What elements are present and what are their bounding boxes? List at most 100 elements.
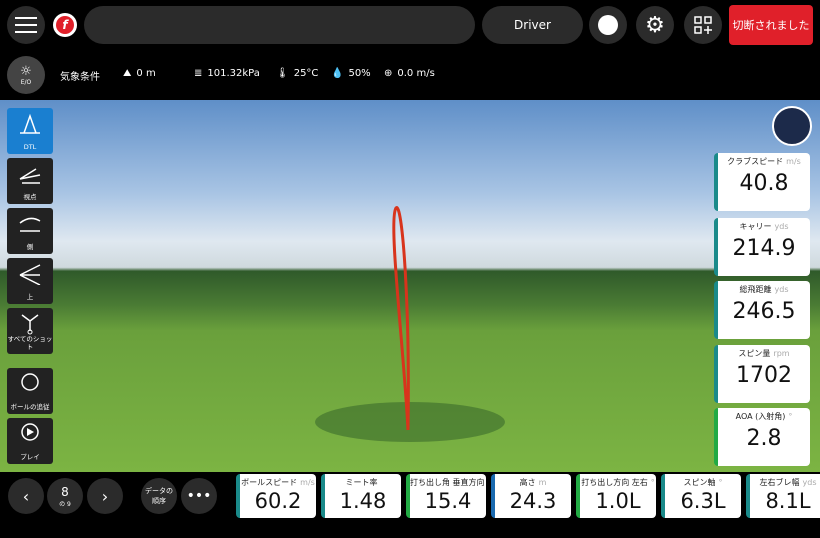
thermometer-icon: 🌡 bbox=[276, 68, 289, 79]
golf-course-view[interactable] bbox=[0, 100, 820, 472]
more-button[interactable]: ••• bbox=[181, 478, 217, 514]
label: プレイ bbox=[20, 453, 40, 461]
metric-value: 15.4 bbox=[424, 489, 472, 513]
metric-card[interactable]: ミート率 1.48 bbox=[321, 474, 401, 518]
app-logo: f bbox=[53, 13, 77, 37]
user-avatar[interactable] bbox=[772, 106, 812, 146]
metric-card[interactable]: AOA (入射角) ° 2.8 bbox=[714, 408, 810, 466]
metric-value: 1.48 bbox=[339, 489, 387, 513]
ball-button[interactable] bbox=[589, 6, 627, 44]
metric-value: 2.8 bbox=[746, 426, 782, 451]
label: すべてのショット bbox=[7, 335, 53, 351]
add-widget-button[interactable] bbox=[684, 6, 722, 44]
metric-label: 打ち出し角 垂直方向° bbox=[410, 478, 485, 487]
view-dtl-button[interactable]: DTL bbox=[7, 108, 53, 154]
wind-value: 0.0 m/s bbox=[397, 68, 435, 79]
metric-card[interactable]: スピン軸 ° 6.3L bbox=[661, 474, 741, 518]
perspective-view-icon bbox=[19, 168, 41, 184]
temperature-value: 25°C bbox=[293, 68, 319, 79]
weather-badge: E/O bbox=[20, 79, 32, 86]
view-perspective-button[interactable]: 視点 bbox=[7, 158, 53, 204]
metric-unit: m bbox=[538, 478, 547, 487]
weather-label: 気象条件 bbox=[60, 72, 100, 83]
metric-value: 214.9 bbox=[732, 236, 796, 261]
metric-unit: yds bbox=[774, 222, 789, 231]
metric-label: 左右ブレ幅 yds bbox=[759, 478, 817, 487]
metric-unit: ° bbox=[650, 478, 655, 487]
metric-value: 8.1L bbox=[765, 489, 811, 513]
metric-value: 40.8 bbox=[739, 171, 789, 196]
metric-value: 60.2 bbox=[254, 489, 302, 513]
label: 上 bbox=[26, 293, 34, 301]
settings-button[interactable]: ⚙ bbox=[636, 6, 674, 44]
altitude-icon: ⛰ bbox=[123, 68, 132, 79]
view-side-button[interactable]: 側 bbox=[7, 208, 53, 254]
metric-card[interactable]: 打ち出し方向 左右 ° 1.0L bbox=[576, 474, 656, 518]
label: 視点 bbox=[23, 193, 37, 201]
grid-plus-icon bbox=[694, 16, 712, 34]
view-top-button[interactable]: 上 bbox=[7, 258, 53, 304]
top-bar: f Driver ⚙ 切断されました bbox=[0, 0, 820, 50]
metric-label: キャリー yds bbox=[739, 222, 789, 231]
altitude-value: 0 m bbox=[136, 68, 156, 79]
menu-button[interactable] bbox=[7, 6, 45, 44]
ball-trajectory bbox=[392, 206, 410, 431]
metric-label: クラブスピード m/s bbox=[727, 157, 801, 166]
dtl-view-icon bbox=[20, 113, 40, 134]
label: 側 bbox=[26, 243, 34, 251]
metric-value: 246.5 bbox=[732, 299, 796, 324]
metric-card[interactable]: 打ち出し角 垂直方向° 15.4 bbox=[406, 474, 486, 518]
disconnect-button[interactable]: 切断されました bbox=[729, 5, 813, 45]
ball-follow-button[interactable]: ボールの追従 bbox=[7, 368, 53, 414]
metric-unit: m/s bbox=[786, 157, 801, 166]
metric-card[interactable]: 左右ブレ幅 yds 8.1L bbox=[746, 474, 820, 518]
humidity-value: 50% bbox=[348, 68, 371, 79]
metric-value: 24.3 bbox=[509, 489, 557, 513]
metric-card[interactable]: ボールスピード m/s 60.2 bbox=[236, 474, 316, 518]
metric-card[interactable]: クラブスピード m/s 40.8 bbox=[714, 153, 810, 211]
metric-unit: ° bbox=[788, 412, 793, 421]
metric-unit: yds bbox=[774, 285, 789, 294]
shot-number: 8 bbox=[61, 484, 69, 499]
prev-shot-button[interactable]: ‹ bbox=[8, 478, 44, 514]
pressure-icon: ≣ bbox=[194, 68, 203, 79]
play-icon bbox=[21, 423, 39, 441]
next-shot-button[interactable]: › bbox=[87, 478, 123, 514]
play-button[interactable]: プレイ bbox=[7, 418, 53, 464]
metric-value: 6.3L bbox=[680, 489, 726, 513]
metric-card[interactable]: 高さ m 24.3 bbox=[491, 474, 571, 518]
top-view-icon bbox=[19, 264, 41, 285]
pressure-value: 101.32kPa bbox=[207, 68, 260, 79]
data-order-button[interactable]: データの順序 bbox=[141, 478, 177, 514]
metric-label: 総飛距離 yds bbox=[739, 285, 789, 294]
menu-icon bbox=[15, 17, 37, 33]
metric-card[interactable]: スピン量 rpm 1702 bbox=[714, 345, 810, 403]
gear-icon: ⚙ bbox=[645, 12, 665, 38]
metric-label: スピン軸 ° bbox=[683, 478, 723, 487]
metric-label: ミート率 bbox=[345, 478, 378, 487]
metric-card[interactable]: キャリー yds 214.9 bbox=[714, 218, 810, 276]
metric-card[interactable]: 総飛距離 yds 246.5 bbox=[714, 281, 810, 339]
label: DTL bbox=[23, 143, 37, 151]
metric-label: AOA (入射角) ° bbox=[735, 412, 793, 421]
all-shots-icon bbox=[21, 314, 39, 335]
status-bar[interactable] bbox=[84, 6, 475, 44]
weather-button[interactable]: ☼ E/O bbox=[7, 56, 45, 94]
metric-label: 高さ m bbox=[519, 478, 547, 487]
chevron-left-icon: ‹ bbox=[22, 486, 30, 506]
golf-ball-icon bbox=[598, 15, 618, 35]
club-selector[interactable]: Driver bbox=[482, 6, 583, 44]
chevron-right-icon: › bbox=[101, 486, 109, 506]
metric-unit: m/s bbox=[300, 478, 315, 487]
more-dots-icon: ••• bbox=[186, 488, 212, 504]
wind-icon: ⊕ bbox=[384, 68, 393, 79]
all-shots-button[interactable]: すべてのショット bbox=[7, 308, 53, 354]
ball-follow-icon bbox=[21, 373, 39, 391]
side-view-icon bbox=[19, 217, 41, 232]
weather-bar bbox=[0, 50, 820, 100]
metric-label: ボールスピード m/s bbox=[241, 478, 315, 487]
shot-total: の 9 bbox=[59, 500, 71, 508]
metric-unit: ° bbox=[718, 478, 723, 487]
humidity-drop-icon: 💧 bbox=[331, 68, 344, 79]
